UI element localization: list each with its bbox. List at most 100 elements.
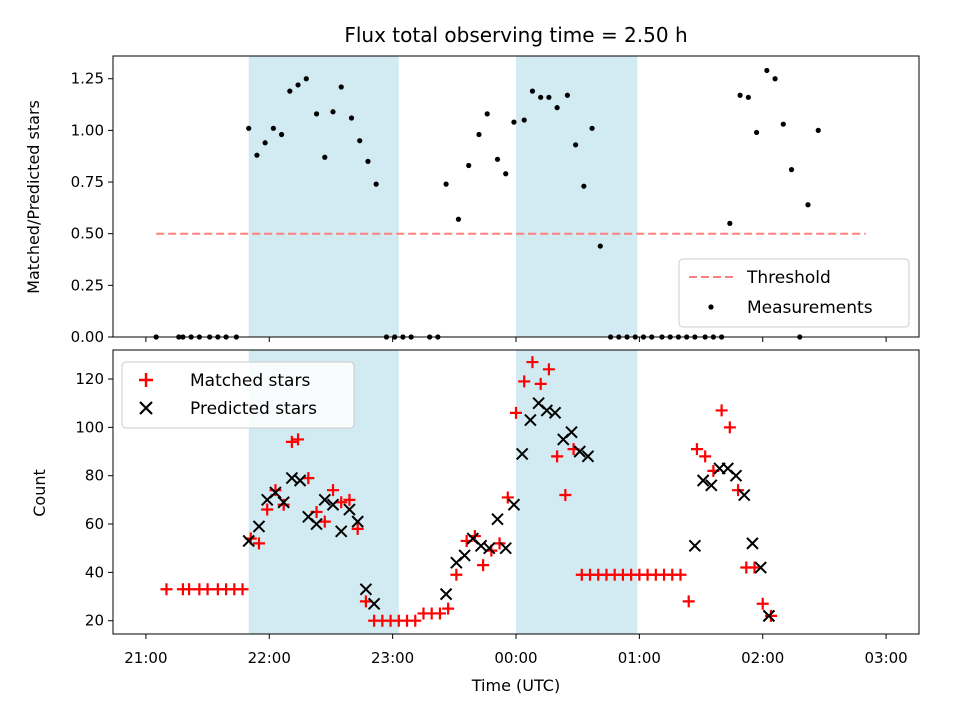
matched-star-marker (433, 607, 446, 620)
predicted-star-marker (738, 488, 751, 502)
measurement-point (330, 109, 336, 115)
matched-star-marker (318, 515, 331, 528)
legend-matched-label: Matched stars (190, 371, 310, 391)
matched-star-marker (252, 537, 265, 550)
predicted-star-marker (762, 609, 776, 623)
measurement-point (521, 117, 527, 123)
measurement-point (357, 138, 363, 144)
legend-measurements-swatch (708, 304, 714, 310)
measurement-point (348, 115, 355, 121)
matched-star-marker (351, 522, 364, 535)
predicted-star-marker (491, 512, 504, 526)
predicted-star-marker (367, 597, 381, 610)
predicted-star-marker (754, 561, 767, 574)
predicted-star-marker (540, 404, 554, 417)
x-tick-label: 22:00 (248, 649, 291, 667)
top-y-tick-label: 0.00 (71, 328, 104, 346)
predicted-star-marker (548, 406, 562, 420)
matched-star-marker (292, 433, 305, 446)
measurement-point (737, 92, 743, 98)
measurement-point (511, 119, 517, 125)
predicted-star-marker (277, 496, 290, 509)
matched-star-marker (674, 568, 687, 581)
predicted-star-marker (729, 469, 743, 482)
predicted-star-marker (242, 534, 255, 548)
matched-star-marker (501, 491, 514, 504)
top-y-tick-label: 1.00 (71, 121, 104, 139)
predicted-star-marker (458, 549, 471, 562)
x-tick-label: 23:00 (371, 649, 414, 667)
measurement-point (476, 131, 482, 138)
measurement-point (455, 216, 462, 222)
measurement-point (554, 105, 560, 111)
chart-title: Flux total observing time = 2.50 h (344, 23, 687, 47)
bottom-panel: 20 40 60 80 100 120 21:00 22:00 23:00 00:00 01:00… (30, 349, 920, 695)
measurement-point (727, 220, 733, 226)
bottom-y-tick-label: 40 (85, 563, 104, 581)
matched-star-marker (327, 484, 340, 497)
matched-star-marker (160, 583, 173, 596)
measurement-point (484, 111, 490, 117)
predicted-star-marker (359, 583, 373, 596)
bottom-y-tick-label: 20 (85, 612, 104, 630)
predicted-star-marker (581, 450, 595, 463)
measurement-point (338, 84, 344, 90)
measurement-point (313, 111, 320, 117)
bottom-legend: Matched stars Predicted stars (121, 361, 355, 429)
predicted-star-marker (746, 537, 759, 550)
measurement-point (443, 181, 449, 187)
matched-star-marker (236, 583, 249, 596)
matched-star-marker (682, 595, 695, 608)
bottom-legend-box (121, 361, 355, 429)
predicted-star-marker (524, 413, 537, 427)
x-tick-label: 21:00 (124, 649, 167, 667)
matched-star-marker (723, 421, 736, 434)
measurement-point (772, 76, 778, 82)
measurement-point (295, 82, 301, 88)
predicted-star-marker (573, 445, 586, 458)
matched-star-marker (715, 404, 728, 417)
measurement-point (279, 131, 285, 138)
bottom-y-ticks: 20 40 60 80 100 120 (75, 370, 113, 630)
matched-star-marker (518, 375, 531, 388)
measurement-point (254, 152, 260, 158)
matched-star-marker (748, 561, 761, 574)
predicted-star-marker (343, 503, 356, 516)
measurement-point (546, 94, 552, 100)
matched-star-marker (269, 484, 282, 497)
predicted-star-marker (696, 474, 710, 487)
top-panel: 0.00 0.25 0.50 0.75 1.00 1.25 Matched/Predict… (24, 55, 920, 346)
matched-star-marker (493, 537, 506, 550)
matched-star-marker (261, 503, 274, 516)
bottom-y-tick-label: 60 (85, 515, 104, 533)
predicted-star-marker (293, 474, 307, 487)
predicted-star-marker (318, 493, 331, 507)
measurement-point (581, 183, 587, 189)
legend-matched-swatch (139, 373, 153, 387)
bottom-y-tick-label: 100 (75, 418, 104, 436)
matched-star-marker (183, 583, 196, 596)
predicted-star-marker (688, 539, 702, 552)
measurement-point (529, 88, 536, 94)
top-shaded-intervals (248, 56, 638, 337)
predicted-star-marker (515, 447, 529, 461)
measurement-point (373, 181, 379, 187)
measurement-point (538, 94, 544, 100)
top-y-tick-label: 0.75 (71, 173, 104, 191)
measurement-point (303, 76, 309, 82)
bottom-y-tick-label: 120 (75, 370, 104, 388)
matched-star-marker (559, 489, 572, 502)
measurement-point (780, 121, 786, 127)
matched-star-marker (442, 602, 455, 615)
shaded-interval (516, 350, 638, 634)
bottom-y-axis-label: Count (30, 469, 49, 517)
measurement-points (153, 67, 821, 340)
measurement-point (753, 129, 760, 136)
predicted-star-marker (499, 541, 512, 555)
top-legend: Threshold Measurements (678, 258, 910, 328)
matched-star-marker (335, 496, 348, 509)
measurement-point (270, 125, 276, 131)
matched-star-marker (201, 583, 214, 596)
matched-star-marker (510, 406, 522, 419)
